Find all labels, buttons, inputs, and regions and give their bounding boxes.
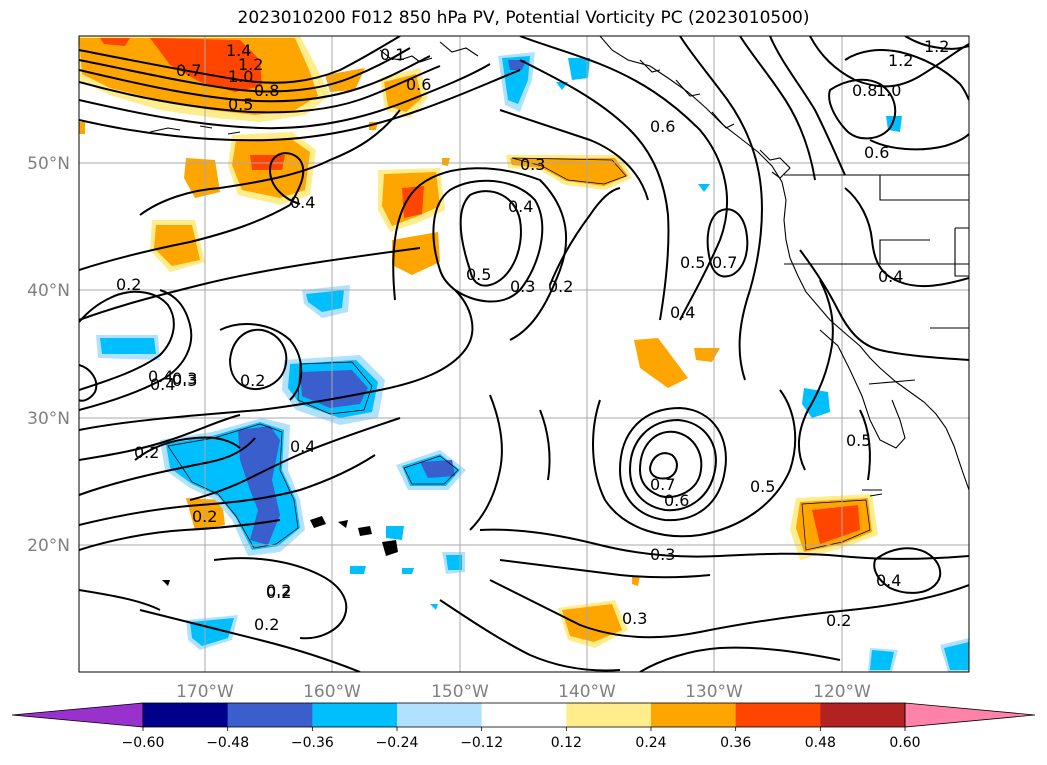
colorbar-segment <box>566 703 652 727</box>
colorbar-extend-high <box>904 702 1036 728</box>
contour-label: 1.0 <box>228 67 253 86</box>
lon-tick-label: 170°W <box>176 682 234 702</box>
positive-anomaly-fills <box>79 36 878 648</box>
contour-label: 1.4 <box>226 41 251 60</box>
colorbar-segment <box>312 703 398 727</box>
map-area: 1.4 1.2 1.0 0.8 0.7 0.5 0.1 0.6 0.4 0.3 … <box>79 36 969 672</box>
contour-label: 0.2 <box>116 275 141 294</box>
contour-label: 0.7 <box>176 61 201 80</box>
contour-label: 0.6 <box>864 143 889 162</box>
lon-tick-label: 130°W <box>685 682 743 702</box>
contour-label: 0.4 <box>290 437 315 456</box>
contour-label: 0.2 <box>826 611 851 630</box>
colorbar-tick-label: 0.12 <box>551 735 582 751</box>
colorbar: −0.60 −0.48 −0.36 −0.24 −0.12 0.12 0.24 0.36 0.4… <box>11 702 1036 751</box>
contour-label: 0.2 <box>266 583 291 602</box>
colorbar-tick-label: 0.48 <box>805 735 836 751</box>
contour-label: 0.3 <box>622 609 647 628</box>
contour-label: 0.8 <box>254 81 279 100</box>
colorbar-frame <box>142 702 906 728</box>
lat-tick-label: 30°N <box>27 409 70 429</box>
contour-label: 0.2 <box>134 443 159 462</box>
contour-label: 0.6 <box>664 491 689 510</box>
colorbar-segment <box>820 703 906 727</box>
contour-label: 0.4 <box>876 571 901 590</box>
contour-label: 0.4 <box>150 375 175 394</box>
contour-label: 0.3 <box>510 277 535 296</box>
colorbar-tick-label: −0.12 <box>460 735 503 751</box>
contour-label: 0.5 <box>750 477 775 496</box>
hawaii-islands <box>162 516 398 586</box>
colorbar-segment <box>735 703 821 727</box>
contour-label: 0.3 <box>520 155 545 174</box>
contour-label: 0.5 <box>680 253 705 272</box>
contour-label: 0.2 <box>240 371 265 390</box>
map-frame <box>78 35 970 673</box>
map-title: 2023010200 F012 850 hPa PV, Potential Vo… <box>237 8 810 28</box>
latitude-labels: 50°N 40°N 30°N 20°N <box>27 154 70 556</box>
lon-tick-label: 140°W <box>558 682 616 702</box>
colorbar-tick-label: 0.36 <box>720 735 751 751</box>
contour-label: 0.6 <box>406 75 431 94</box>
lon-tick-label: 120°W <box>813 682 871 702</box>
contour-label: 0.5 <box>846 431 871 450</box>
lat-tick-label: 50°N <box>27 154 70 174</box>
colorbar-tick-label: 0.24 <box>635 735 666 751</box>
contour-label: 1.2 <box>238 55 263 74</box>
contour-label: 1.2 <box>888 51 913 70</box>
colorbar-tick-label: −0.60 <box>122 735 165 751</box>
contour-label: 0.4 <box>670 303 695 322</box>
colorbar-segment <box>651 703 737 727</box>
colorbar-segment <box>143 703 229 727</box>
colorbar-segment <box>481 703 567 727</box>
colorbar-tick-label: −0.48 <box>206 735 249 751</box>
contour-label: 0.2 <box>548 277 573 296</box>
contour-label: 1.0 <box>876 81 901 100</box>
contour-label: 0.3 <box>650 545 675 564</box>
colorbar-extend-low <box>11 702 144 728</box>
lon-tick-label: 160°W <box>303 682 361 702</box>
contour-label: 0.3 <box>172 371 197 390</box>
colorbar-tick-label: 0.60 <box>889 735 920 751</box>
colorbar-segment <box>397 703 483 727</box>
contour-label: 0.5 <box>228 95 253 114</box>
contour-label: 0.4 <box>878 267 903 286</box>
contour-label: 0.6 <box>650 117 675 136</box>
colorbar-segment <box>227 703 313 727</box>
lon-tick-label: 150°W <box>431 682 489 702</box>
contour-label: 0.4 <box>290 193 315 212</box>
contour-label: 0.1 <box>380 45 405 64</box>
contour-label: 0.7 <box>650 475 675 494</box>
coastlines <box>149 36 969 497</box>
contour-label: 0.7 <box>712 253 737 272</box>
colorbar-tick-label: −0.36 <box>291 735 334 751</box>
colorbar-tick-label: −0.24 <box>376 735 419 751</box>
contour-label: 0.4 <box>148 367 173 386</box>
contour-labels: 1.4 1.2 1.0 0.8 0.7 0.5 0.1 0.6 0.4 0.3 … <box>116 37 949 634</box>
longitude-labels: 170°W 160°W 150°W 140°W 130°W 120°W <box>176 682 871 702</box>
contour-label: 0.5 <box>466 265 491 284</box>
contour-label: 0.8 <box>852 81 877 100</box>
pv-contours <box>79 36 969 672</box>
contour-label: 0.2 <box>254 615 279 634</box>
lat-tick-label: 20°N <box>27 536 70 556</box>
anomaly-outlines <box>167 157 871 551</box>
contour-label: 0.2 <box>266 581 291 600</box>
contour-label: 0.4 <box>508 197 533 216</box>
contour-label: 0.2 <box>192 507 217 526</box>
contour-label: 0.3 <box>172 369 197 388</box>
contour-label: 1.2 <box>924 37 949 56</box>
lat-tick-label: 40°N <box>27 281 70 301</box>
